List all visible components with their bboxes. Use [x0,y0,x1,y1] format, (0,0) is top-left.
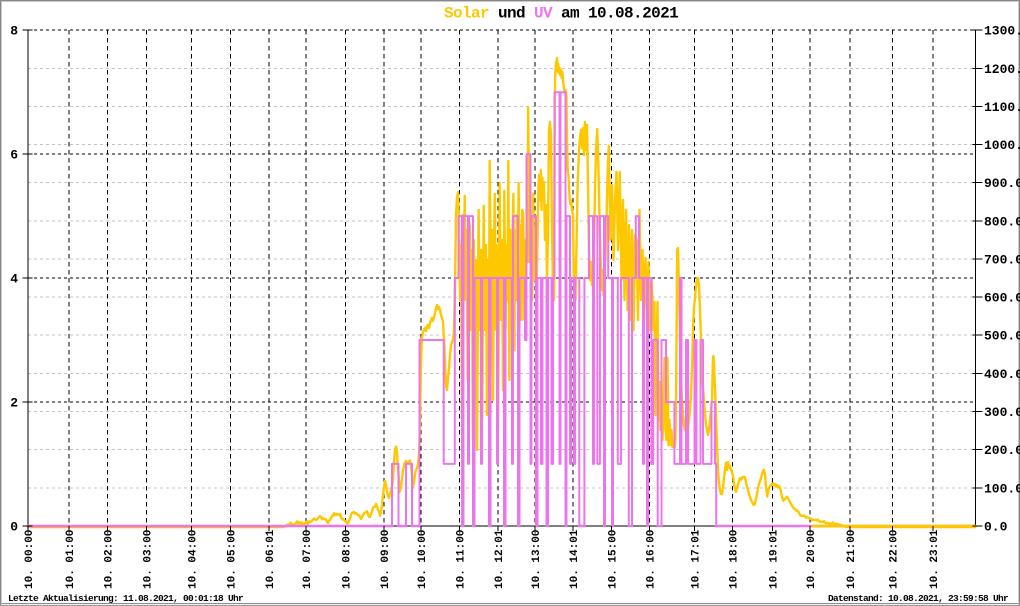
svg-text:10. 10:00: 10. 10:00 [417,530,429,589]
svg-text:10. 01:00: 10. 01:00 [65,530,77,589]
svg-text:Letzte Aktualisierung: 11.08.2: Letzte Aktualisierung: 11.08.2021, 00:01… [8,593,244,604]
svg-text:Datenstand: 10.08.2021, 23:59:: Datenstand: 10.08.2021, 23:59:58 Uhr [828,593,1009,604]
svg-text:6: 6 [10,148,18,163]
svg-text:500.0: 500.0 [984,329,1020,344]
svg-text:8: 8 [10,24,18,39]
svg-text:10. 08:00: 10. 08:00 [342,530,354,589]
svg-text:10. 06:01: 10. 06:01 [265,529,277,589]
svg-text:10. 13:00: 10. 13:00 [531,530,543,589]
svg-text:10. 11:00: 10. 11:00 [456,530,468,589]
svg-text:1100.0: 1100.0 [984,100,1020,115]
svg-text:1000.0: 1000.0 [984,138,1020,153]
svg-text:10. 15:00: 10. 15:00 [607,530,619,589]
svg-text:10. 09:00: 10. 09:00 [380,530,392,589]
svg-text:2: 2 [10,396,18,411]
svg-text:10. 14:01: 10. 14:01 [569,529,581,589]
svg-text:10. 23:01: 10. 23:01 [929,529,941,589]
svg-text:700.0: 700.0 [984,253,1020,268]
svg-text:10. 04:00: 10. 04:00 [188,530,200,589]
svg-text:200.0: 200.0 [984,443,1020,458]
svg-text:10. 16:00: 10. 16:00 [646,530,658,589]
svg-text:0.0: 0.0 [984,519,1008,534]
svg-text:10. 12:01: 10. 12:01 [494,529,506,589]
svg-text:1200.0: 1200.0 [984,62,1020,77]
svg-text:10. 17:01: 10. 17:01 [691,529,703,589]
svg-text:10. 07:00: 10. 07:00 [302,530,314,589]
svg-text:1300.0: 1300.0 [984,24,1020,39]
svg-text:300.0: 300.0 [984,405,1020,420]
svg-text:4: 4 [10,272,18,287]
svg-text:10. 22:00: 10. 22:00 [889,530,901,589]
svg-text:800.0: 800.0 [984,214,1020,229]
svg-text:10. 18:00: 10. 18:00 [729,530,741,589]
svg-text:10. 00:00: 10. 00:00 [24,530,36,589]
svg-text:Solar und UV am 10.08.2021: Solar und UV am 10.08.2021 [444,5,678,23]
svg-text:10. 20:00: 10. 20:00 [806,530,818,589]
svg-text:10. 02:00: 10. 02:00 [103,530,115,589]
svg-text:10. 21:00: 10. 21:00 [846,530,858,589]
svg-text:0: 0 [10,519,18,534]
svg-text:100.0: 100.0 [984,481,1020,496]
svg-text:10. 19:01: 10. 19:01 [769,529,781,589]
svg-text:400.0: 400.0 [984,367,1020,382]
svg-text:10. 03:00: 10. 03:00 [142,530,154,589]
svg-text:600.0: 600.0 [984,291,1020,306]
svg-text:10. 05:00: 10. 05:00 [227,530,239,589]
svg-text:900.0: 900.0 [984,176,1020,191]
